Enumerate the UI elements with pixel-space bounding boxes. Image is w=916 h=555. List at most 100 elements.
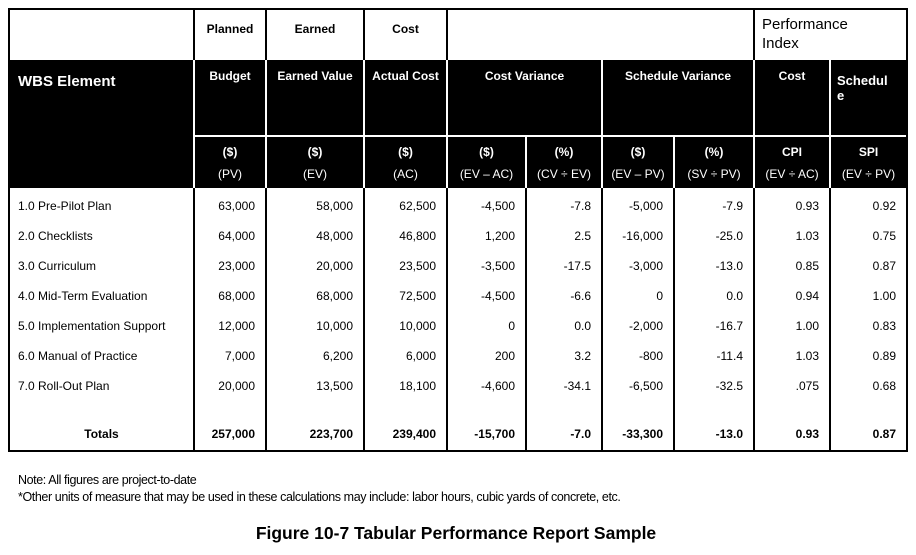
sv-pct-value: -32.5 [675,368,755,398]
performance-index-header: Performance Index [755,10,907,60]
totals-row: Totals 257,000 223,700 239,400 -15,700 -… [10,398,907,450]
ac-formula: (AC) [393,167,418,181]
table-row: 2.0 Checklists 64,000 48,000 46,800 1,20… [10,218,907,248]
budget-value: 12,000 [195,308,267,338]
totals-sv-dollar: -33,300 [603,398,675,450]
table-row: 1.0 Pre-Pilot Plan 63,000 58,000 62,500 … [10,188,907,218]
sv-pct-value: -25.0 [675,218,755,248]
cv-pct-value: -6.6 [527,278,603,308]
cv-dollar-value: -4,500 [448,278,527,308]
actual-cost-value: 72,500 [365,278,448,308]
actual-cost-value: 23,500 [365,248,448,278]
earned-value: 10,000 [267,308,365,338]
sv-dollar-value: -800 [603,338,675,368]
wbs-name: 6.0 Manual of Practice [10,338,195,368]
corner-cell [10,10,195,60]
actual-cost-subheader: ($) (AC) [365,137,448,188]
totals-label: Totals [10,398,195,450]
cost-variance-header: Cost Variance [448,60,603,137]
earned-value: 13,500 [267,368,365,398]
planned-header: Planned [195,10,267,60]
cpi-value: 1.00 [755,308,831,338]
wbs-name: 2.0 Checklists [10,218,195,248]
spi-value: 0.87 [831,248,907,278]
cv-pct-value: -34.1 [527,368,603,398]
sv-dollar-value: 0 [603,278,675,308]
spi-value: 0.92 [831,188,907,218]
actual-cost-value: 46,800 [365,218,448,248]
actual-cost-value: 62,500 [365,188,448,218]
performance-report-table: Planned Earned Cost Performance Index WB… [8,8,909,452]
spi-value: 0.68 [831,368,907,398]
wbs-name: 3.0 Curriculum [10,248,195,278]
sv-dollar-value: -2,000 [603,308,675,338]
table-row: 6.0 Manual of Practice 7,000 6,200 6,000… [10,338,907,368]
totals-spi: 0.87 [831,398,907,450]
wbs-name: 7.0 Roll-Out Plan [10,368,195,398]
cpi-formula: (EV ÷ AC) [765,167,819,181]
sv-dollar-formula: (EV – PV) [611,167,665,181]
sv-dollar-value: -3,000 [603,248,675,278]
budget-unit: ($) [222,145,238,159]
sv-pct-unit: (%) [704,145,724,159]
actual-cost-value: 10,000 [365,308,448,338]
sv-dollar-value: -16,000 [603,218,675,248]
actual-cost-header: Actual Cost [365,60,448,137]
cv-pct-value: 2.5 [527,218,603,248]
sv-pct-value: -11.4 [675,338,755,368]
cv-dollar-formula: (EV – AC) [459,167,514,181]
cpi-value: 1.03 [755,338,831,368]
sv-pct-formula: (SV ÷ PV) [687,167,741,181]
cpi-value: 0.93 [755,188,831,218]
cpi-subheader: CPI (EV ÷ AC) [755,137,831,188]
budget-value: 68,000 [195,278,267,308]
budget-value: 64,000 [195,218,267,248]
table-row: 5.0 Implementation Support 12,000 10,000… [10,308,907,338]
spi-unit: SPI [858,145,879,159]
main-header-row: WBS Element Budget Earned Value Actual C… [10,60,907,188]
cv-pct-value: -17.5 [527,248,603,278]
cpi-value: 0.94 [755,278,831,308]
totals-cpi: 0.93 [755,398,831,450]
cv-dollar-value: -4,600 [448,368,527,398]
cv-dollar-value: -4,500 [448,188,527,218]
totals-sv-pct: -13.0 [675,398,755,450]
note-line-2: *Other units of measure that may be used… [18,490,621,504]
totals-earned-value: 223,700 [267,398,365,450]
sv-dollar-subheader: ($) (EV – PV) [603,137,675,188]
ev-unit: ($) [307,145,323,159]
wbs-name: 4.0 Mid-Term Evaluation [10,278,195,308]
cv-dollar-value: 0 [448,308,527,338]
wbs-name: 1.0 Pre-Pilot Plan [10,188,195,218]
table-row: 4.0 Mid-Term Evaluation 68,000 68,000 72… [10,278,907,308]
spi-value: 0.83 [831,308,907,338]
sv-pct-value: 0.0 [675,278,755,308]
cv-pct-value: 0.0 [527,308,603,338]
cv-dollar-value: -3,500 [448,248,527,278]
budget-header: Budget [195,60,267,137]
cv-pct-subheader: (%) (CV ÷ EV) [527,137,603,188]
sv-dollar-value: -6,500 [603,368,675,398]
sv-pct-value: -7.9 [675,188,755,218]
sv-pct-subheader: (%) (SV ÷ PV) [675,137,755,188]
earned-value: 48,000 [267,218,365,248]
top-header-row: Planned Earned Cost Performance Index [10,10,907,60]
wbs-name: 5.0 Implementation Support [10,308,195,338]
budget-subheader: ($) (PV) [195,137,267,188]
variance-gap-cell [448,10,755,60]
spi-value: 1.00 [831,278,907,308]
cv-dollar-value: 200 [448,338,527,368]
schedule-variance-header: Schedule Variance [603,60,755,137]
cpi-value: 0.85 [755,248,831,278]
ac-unit: ($) [398,145,413,159]
cv-dollar-value: 1,200 [448,218,527,248]
budget-value: 63,000 [195,188,267,218]
budget-value: 20,000 [195,368,267,398]
earned-value: 20,000 [267,248,365,278]
cv-pct-value: 3.2 [527,338,603,368]
budget-value: 7,000 [195,338,267,368]
actual-cost-value: 18,100 [365,368,448,398]
earned-value: 6,200 [267,338,365,368]
note-line-1: Note: All figures are project-to-date [18,473,197,487]
